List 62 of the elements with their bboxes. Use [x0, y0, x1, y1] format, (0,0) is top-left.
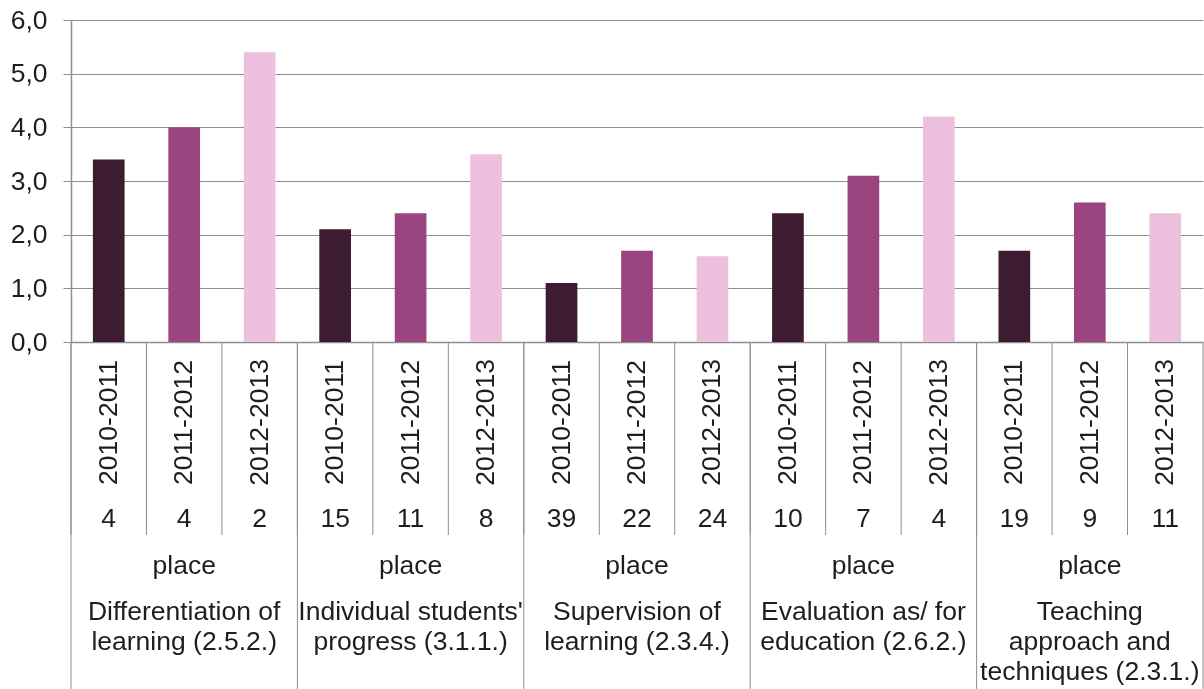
x-tick-label: 2011-2012 [847, 360, 878, 485]
x-tick-label: 2011-2012 [394, 360, 425, 485]
text: place [605, 549, 669, 580]
text: Evaluation as/ for education (2.6.2.) [760, 596, 967, 656]
text: 22 [622, 503, 652, 533]
x-tick-label: 2010-2011 [92, 360, 123, 485]
text: place [1058, 549, 1122, 580]
text: Supervision of learning (2.3.4.) [544, 596, 730, 656]
text: 39 [546, 503, 577, 533]
text: 4 [101, 503, 117, 533]
x-tick-label: 2011-2012 [1073, 360, 1104, 485]
bar [621, 250, 653, 342]
bar [470, 154, 502, 342]
x-tick-label: 2012-2013 [922, 359, 953, 486]
x-tick-label: 2012-2013 [243, 359, 274, 486]
bar [545, 282, 578, 342]
text: 8 [478, 503, 494, 533]
bar [92, 159, 125, 342]
text: 24 [697, 503, 728, 533]
text: 2 [252, 503, 268, 533]
text: 10 [773, 503, 803, 533]
text: 19 [999, 503, 1030, 533]
text: place [378, 549, 443, 580]
x-tick-label: 2012-2013 [470, 359, 501, 486]
x-tick-label: 2010-2011 [319, 360, 350, 485]
text: 4 [931, 503, 947, 533]
bar [847, 175, 880, 342]
x-tick-label: 2010-2011 [998, 360, 1029, 485]
y-tick-label: 5,0 [10, 58, 48, 89]
x-tick-label: 2010-2011 [545, 360, 576, 485]
y-tick-label: 6,0 [10, 4, 48, 35]
y-tick-label: 4,0 [10, 111, 48, 142]
bar [319, 229, 351, 342]
text: 11 [396, 503, 425, 533]
bar [696, 256, 729, 342]
bar [998, 250, 1031, 342]
bar [1073, 202, 1106, 342]
bar [1149, 213, 1182, 342]
text: 15 [320, 503, 350, 533]
text: 9 [1082, 503, 1098, 533]
text: Differentiation of learning (2.5.2.) [87, 596, 282, 656]
text: 4 [176, 503, 192, 533]
x-tick-label: 2012-2013 [1149, 359, 1180, 486]
text: Teaching approach and techniques (2.3.1.) [980, 596, 1200, 686]
bar [772, 213, 804, 342]
y-tick-label: 1,0 [10, 272, 48, 303]
text: place [152, 549, 216, 580]
y-tick-label: 3,0 [10, 165, 48, 196]
x-tick-label: 2010-2011 [771, 360, 802, 485]
x-tick-label: 2011-2012 [621, 360, 651, 485]
bar [243, 52, 276, 342]
text: 11 [1151, 503, 1180, 533]
x-tick-label: 2011-2012 [168, 360, 199, 485]
x-tick-label: 2012-2013 [696, 359, 727, 486]
bar [394, 213, 427, 342]
y-tick-label: 0,0 [10, 326, 48, 357]
bar [923, 116, 955, 342]
text: place [831, 549, 896, 580]
text: 7 [856, 503, 871, 533]
text: Individual students' progress (3.1.1.) [298, 596, 523, 656]
bar [168, 127, 201, 342]
y-tick-label: 2,0 [10, 219, 48, 250]
